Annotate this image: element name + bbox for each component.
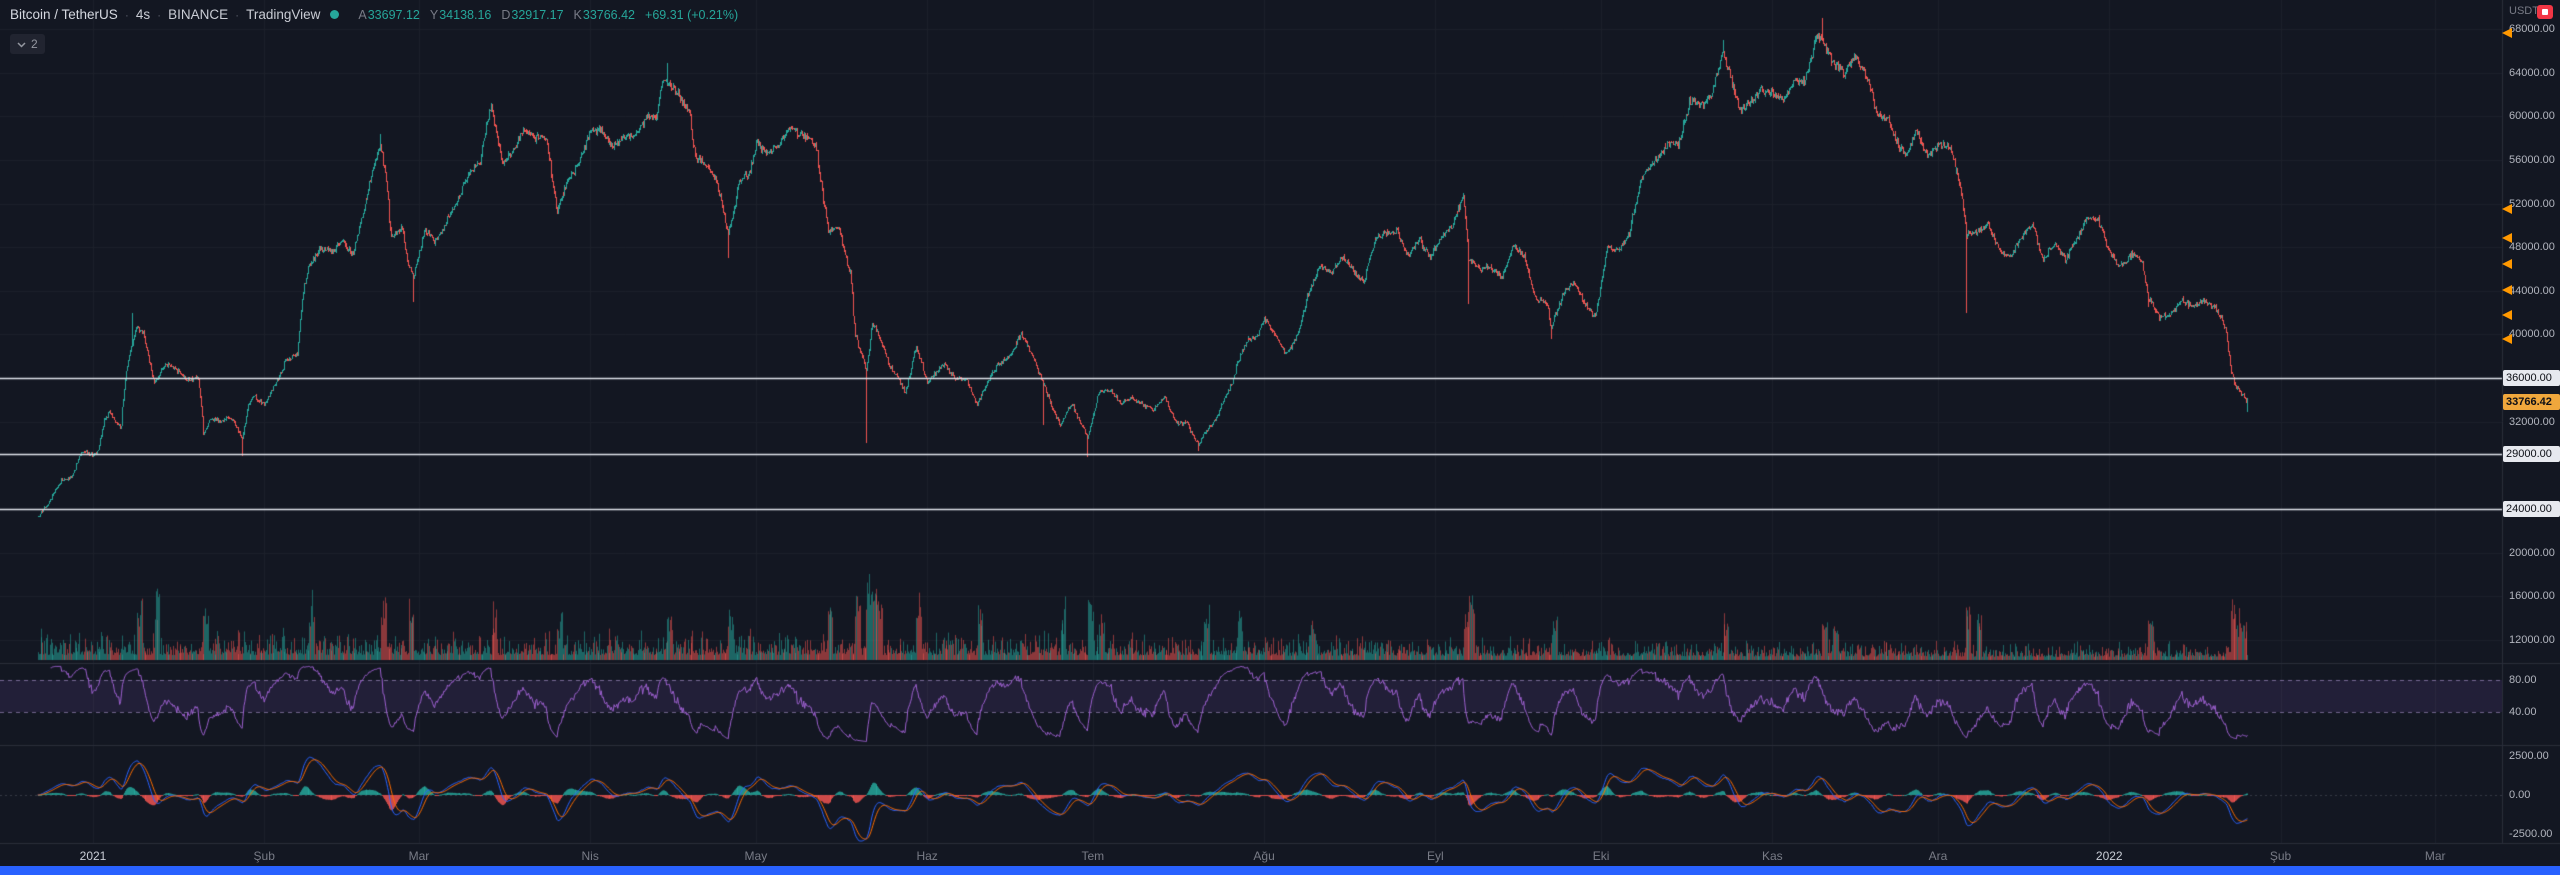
data-feed-status-icon	[330, 10, 340, 19]
symbol-title[interactable]: Bitcoin / TetherUS	[10, 7, 118, 22]
alert-arrow-icon[interactable]	[2502, 233, 2512, 244]
price-axis-label: 68000.00	[2509, 23, 2555, 35]
chevron-down-icon	[17, 41, 26, 48]
price-axis-label: 60000.00	[2509, 110, 2555, 123]
macd-level-label: 0.00	[2509, 789, 2531, 801]
time-axis-label: 2021	[79, 849, 107, 863]
ohlc-open: A33697.12	[358, 8, 419, 22]
alert-arrow-icon[interactable]	[2502, 28, 2512, 39]
high-label: Y	[429, 7, 439, 22]
ohlc-close: K33766.42	[574, 8, 635, 22]
level-price-badge: 24000.00	[2503, 500, 2560, 517]
separator: ·	[235, 7, 240, 22]
currency-label[interactable]: USDT	[2509, 5, 2539, 17]
level-price-badge: 29000.00	[2503, 446, 2560, 463]
time-axis-label: Şub	[2269, 849, 2292, 863]
high-value: 34138.16	[439, 7, 492, 22]
notification-icon[interactable]	[2537, 5, 2553, 19]
low-value: 32917.17	[511, 7, 564, 22]
macd-level-label: -2500.00	[2509, 828, 2553, 840]
price-axis-label: 20000.00	[2509, 546, 2555, 559]
time-axis-label: Kas	[1761, 849, 1783, 863]
alert-arrow-icon[interactable]	[2502, 284, 2512, 295]
price-axis-label: 64000.00	[2509, 66, 2555, 79]
price-change: +69.31 (+0.21%)	[645, 7, 739, 22]
ohlc-values: A33697.12 Y34138.16 D32917.17 K33766.42 …	[358, 8, 738, 22]
open-value: 33697.12	[367, 7, 420, 22]
time-axis-label: Eki	[1592, 849, 1610, 863]
time-axis-label: Eyl	[1426, 849, 1444, 863]
time-axis-label: May	[744, 849, 768, 863]
price-axis-label: 32000.00	[2509, 415, 2555, 428]
rsi-level-label: 40.00	[2509, 706, 2537, 718]
provider-label: TradingView	[246, 7, 321, 22]
price-axis-label: 16000.00	[2509, 590, 2555, 603]
alert-arrow-icon[interactable]	[2502, 258, 2512, 269]
close-label: K	[573, 7, 582, 22]
close-value: 33766.42	[582, 7, 636, 22]
ohlc-low: D32917.17	[501, 8, 563, 22]
price-axis-label: 44000.00	[2509, 284, 2555, 297]
price-axis-label: 48000.00	[2509, 241, 2555, 254]
low-label: D	[501, 7, 511, 22]
time-axis-label: Nis	[581, 849, 599, 863]
separator: ·	[124, 7, 129, 22]
indicators-collapse-toggle[interactable]: 2	[10, 34, 45, 54]
alert-arrow-icon[interactable]	[2502, 203, 2512, 214]
time-axis-label: 2022	[2095, 849, 2123, 863]
hidden-indicator-count: 2	[31, 37, 38, 51]
alert-arrow-icon[interactable]	[2502, 333, 2512, 344]
time-axis-label: Ağu	[1253, 849, 1275, 863]
macd-level-label: 2500.00	[2509, 750, 2549, 762]
time-axis-label: Tem	[1081, 849, 1105, 863]
time-axis-label: Mar	[408, 849, 430, 863]
current-price-badge: 33766.42	[2503, 394, 2560, 411]
rsi-level-label: 80.00	[2509, 674, 2537, 686]
exchange-label: BINANCE	[168, 7, 229, 22]
level-price-badge: 36000.00	[2503, 370, 2560, 387]
time-axis-label: Şub	[253, 849, 275, 863]
time-axis-label: Ara	[1928, 849, 1948, 863]
bottom-accent-bar	[0, 866, 2560, 875]
interval-label[interactable]: 4s	[135, 7, 151, 22]
price-axis-label: 40000.00	[2509, 328, 2555, 341]
ohlc-high: Y34138.16	[430, 8, 491, 22]
time-axis-label: Haz	[916, 849, 938, 863]
price-axis-label: 52000.00	[2509, 197, 2555, 210]
price-axis-label: 56000.00	[2509, 153, 2555, 166]
separator: ·	[157, 7, 162, 22]
price-axis-label: 12000.00	[2509, 633, 2555, 646]
symbol-legend: Bitcoin / TetherUS · 4s · BINANCE · Trad…	[10, 7, 738, 22]
alert-arrow-icon[interactable]	[2502, 309, 2512, 320]
time-axis-label: Mar	[2424, 849, 2446, 863]
open-label: A	[358, 7, 367, 22]
